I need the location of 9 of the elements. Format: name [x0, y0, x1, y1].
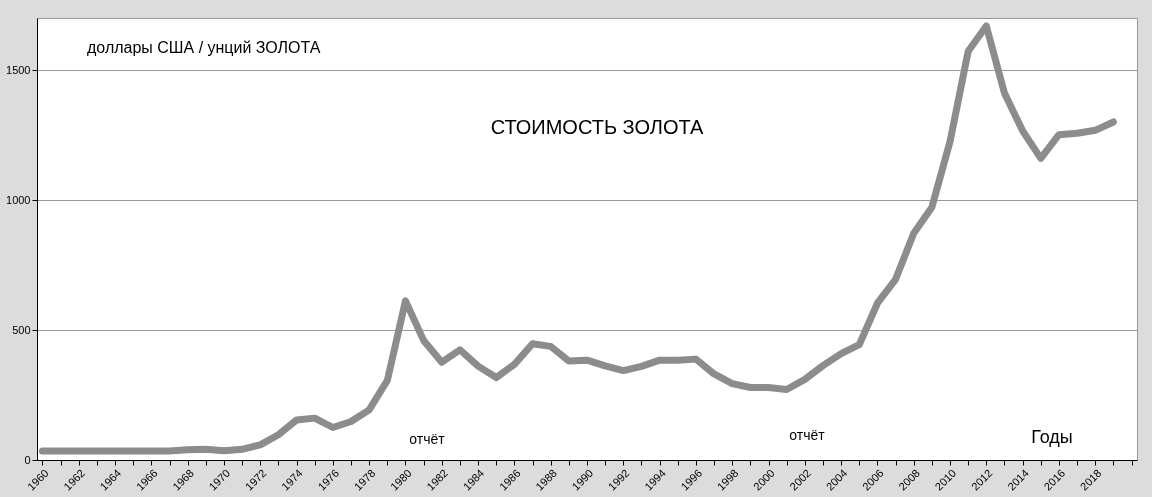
y-tick-label: 1000 — [6, 193, 31, 206]
y-tick-label: 0 — [24, 453, 31, 466]
annotation: отчёт — [789, 427, 826, 443]
y-tick-label: 500 — [12, 323, 31, 336]
y-axis-title: доллары США / унций ЗОЛОТА — [87, 39, 321, 56]
text: СТОИМОСТЬ ЗОЛОТА — [490, 116, 704, 138]
x-axis-title: Годы — [1031, 427, 1073, 447]
y-tick-label: 1500 — [6, 63, 31, 76]
annotation: отчёт — [409, 431, 446, 447]
